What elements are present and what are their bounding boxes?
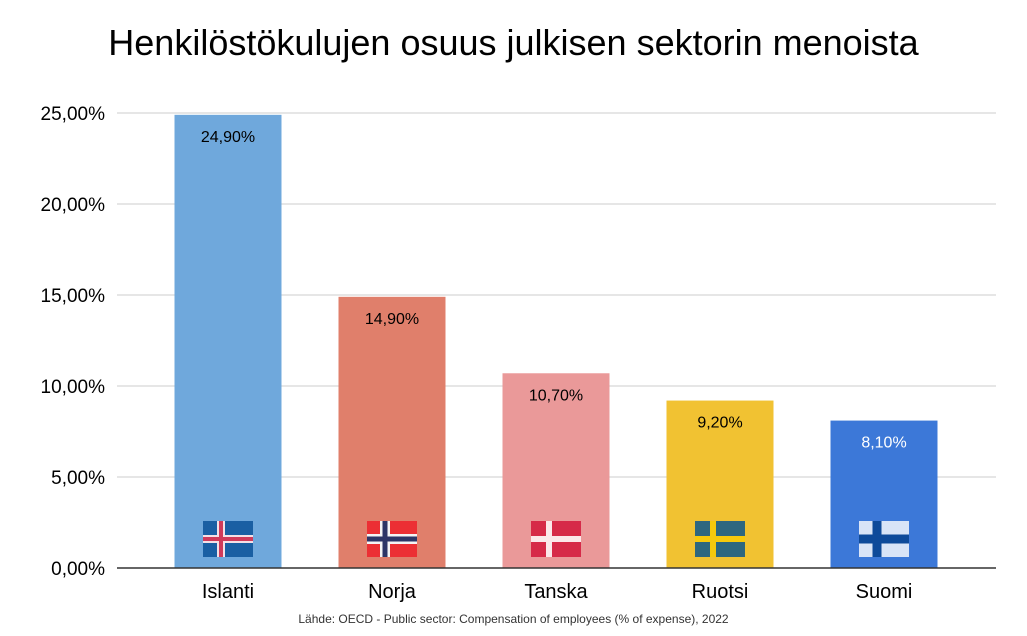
x-tick-label: Islanti xyxy=(202,581,254,603)
denmark-flag-icon xyxy=(531,521,581,557)
y-tick-label: 15,00% xyxy=(41,286,106,307)
data-label: 14,90% xyxy=(365,311,419,328)
x-tick-label: Suomi xyxy=(856,581,913,603)
y-tick-label: 10,00% xyxy=(41,377,106,398)
norway-flag-icon xyxy=(367,521,417,557)
data-label: 10,70% xyxy=(529,387,583,404)
finland-flag-icon xyxy=(859,521,909,557)
y-tick-label: 5,00% xyxy=(51,468,105,489)
y-tick-label: 25,00% xyxy=(41,104,106,125)
bar-islanti xyxy=(174,114,282,568)
sweden-flag-icon xyxy=(695,521,745,557)
x-tick-label: Tanska xyxy=(524,581,588,603)
chart-title: Henkilöstökulujen osuus julkisen sektori… xyxy=(108,22,919,63)
data-label: 8,10% xyxy=(861,435,906,452)
y-tick-label: 0,00% xyxy=(51,559,105,580)
iceland-flag-icon xyxy=(203,521,253,557)
y-tick-label: 20,00% xyxy=(41,195,106,216)
x-tick-label: Norja xyxy=(368,581,417,603)
source-note: Lähde: OECD - Public sector: Compensatio… xyxy=(298,612,729,626)
data-label: 24,90% xyxy=(201,129,255,146)
x-tick-label: Ruotsi xyxy=(692,581,749,603)
data-label: 9,20% xyxy=(697,415,742,432)
